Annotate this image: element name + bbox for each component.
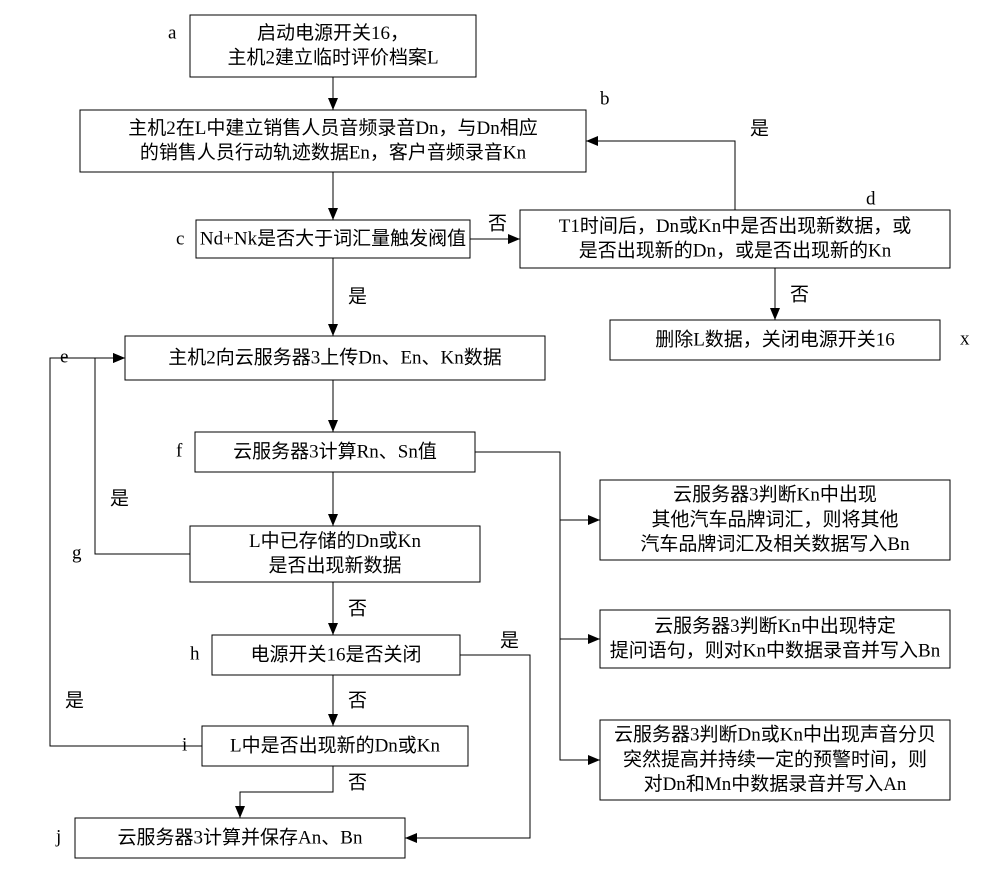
edge-label-g-h: 否 xyxy=(348,598,367,619)
label-g: g xyxy=(72,542,82,563)
node-b-line0: 主机2在L中建立销售人员音频录音Dn，与Dn相应 xyxy=(128,117,538,139)
node-s1-line0: 云服务器3判断Kn中出现 xyxy=(673,484,877,506)
node-s2: 云服务器3判断Kn中出现特定提问语句，则对Kn中数据录音并写入Bn xyxy=(600,610,950,668)
label-c: c xyxy=(176,228,184,249)
label-f: f xyxy=(176,440,183,461)
node-i-line0: L中是否出现新的Dn或Kn xyxy=(230,734,441,756)
edge-i-j xyxy=(240,766,333,818)
node-c: Nd+Nk是否大于词汇量触发阀值 xyxy=(196,220,470,258)
node-e: 主机2向云服务器3上传Dn、En、Kn数据 xyxy=(125,336,545,380)
node-d: T1时间后，Dn或Kn中是否出现新数据，或是否出现新的Dn，或是否出现新的Kn xyxy=(520,210,950,268)
edge-f-s2 xyxy=(560,520,600,639)
node-c-line0: Nd+Nk是否大于词汇量触发阀值 xyxy=(200,227,466,249)
edge-f-s1 xyxy=(475,452,600,520)
node-f-line0: 云服务器3计算Rn、Sn值 xyxy=(233,440,437,462)
node-s1-line1: 其他汽车品牌词汇，则将其他 xyxy=(651,508,898,530)
node-s3-line0: 云服务器3判断Dn或Kn中出现声音分贝 xyxy=(614,724,936,746)
node-a-line0: 启动电源开关16， xyxy=(257,22,409,44)
node-a-line1: 主机2建立临时评价档案L xyxy=(227,47,438,69)
edge-label-g-e: 是 xyxy=(110,488,129,509)
edge-label-i-j: 否 xyxy=(348,772,367,793)
node-s1: 云服务器3判断Kn中出现其他汽车品牌词汇，则将其他汽车品牌词汇及相关数据写入Bn xyxy=(600,480,950,560)
node-i: L中是否出现新的Dn或Kn xyxy=(202,726,468,766)
edge-label-h-i: 否 xyxy=(348,690,367,711)
node-h: 电源开关16是否关闭 xyxy=(212,635,460,675)
flowchart: 否是否是否否否是是是启动电源开关16，主机2建立临时评价档案L主机2在L中建立销… xyxy=(0,0,1000,884)
node-j: 云服务器3计算并保存An、Bn xyxy=(75,818,405,858)
node-g-line0: L中已存储的Dn或Kn xyxy=(249,530,422,552)
node-j-line0: 云服务器3计算并保存An、Bn xyxy=(118,826,363,848)
edge-label-d-x: 否 xyxy=(790,284,809,305)
node-h-line0: 电源开关16是否关闭 xyxy=(250,643,421,665)
node-d-line0: T1时间后，Dn或Kn中是否出现新数据，或 xyxy=(559,215,912,237)
node-d-line1: 是否出现新的Dn，或是否出现新的Kn xyxy=(579,240,892,262)
label-x: x xyxy=(960,328,970,349)
node-s1-line2: 汽车品牌词汇及相关数据写入Bn xyxy=(640,533,910,555)
edge-label-d-b: 是 xyxy=(750,118,769,139)
label-d: d xyxy=(866,188,876,209)
label-e: e xyxy=(60,346,68,367)
node-x: 删除L数据，关闭电源开关16 xyxy=(610,320,940,360)
label-a: a xyxy=(168,22,177,43)
label-h: h xyxy=(190,643,200,664)
node-x-line0: 删除L数据，关闭电源开关16 xyxy=(655,328,895,350)
node-s2-line0: 云服务器3判断Kn中出现特定 xyxy=(654,615,896,637)
node-b: 主机2在L中建立销售人员音频录音Dn，与Dn相应的销售人员行动轨迹数据En，客户… xyxy=(80,110,586,172)
edge-label-c-d: 否 xyxy=(488,213,507,234)
label-i: i xyxy=(182,734,187,755)
node-g-line1: 是否出现新数据 xyxy=(268,555,401,577)
node-s3-line1: 突然提高并持续一定的预警时间，则 xyxy=(623,748,927,770)
node-a: 启动电源开关16， 主机2建立临时评价档案L xyxy=(190,15,476,77)
node-g: L中已存储的Dn或Kn 是否出现新数据 xyxy=(190,526,480,582)
edge-f-s3 xyxy=(560,639,600,760)
edge-label-h-j: 是 xyxy=(500,630,519,651)
edge-d-b xyxy=(586,141,735,210)
label-j: j xyxy=(55,826,61,847)
node-e-line0: 主机2向云服务器3上传Dn、En、Kn数据 xyxy=(168,346,502,368)
node-s2-line1: 提问语句，则对Kn中数据录音并写入Bn xyxy=(610,640,941,662)
node-s3: 云服务器3判断Dn或Kn中出现声音分贝突然提高并持续一定的预警时间，则对Dn和M… xyxy=(600,720,950,800)
node-b-line1: 的销售人员行动轨迹数据En，客户音频录音Kn xyxy=(140,142,527,164)
node-f: 云服务器3计算Rn、Sn值 xyxy=(195,432,475,472)
edge-label-i-e: 是 xyxy=(65,690,84,711)
label-b: b xyxy=(600,88,610,109)
edge-label-c-e: 是 xyxy=(348,286,367,307)
node-s3-line2: 对Dn和Mn中数据录音并写入An xyxy=(644,773,907,795)
nodes: 启动电源开关16， 主机2建立临时评价档案L 主机2在L中建立销售人员音频录音Dn，… xyxy=(75,15,950,858)
